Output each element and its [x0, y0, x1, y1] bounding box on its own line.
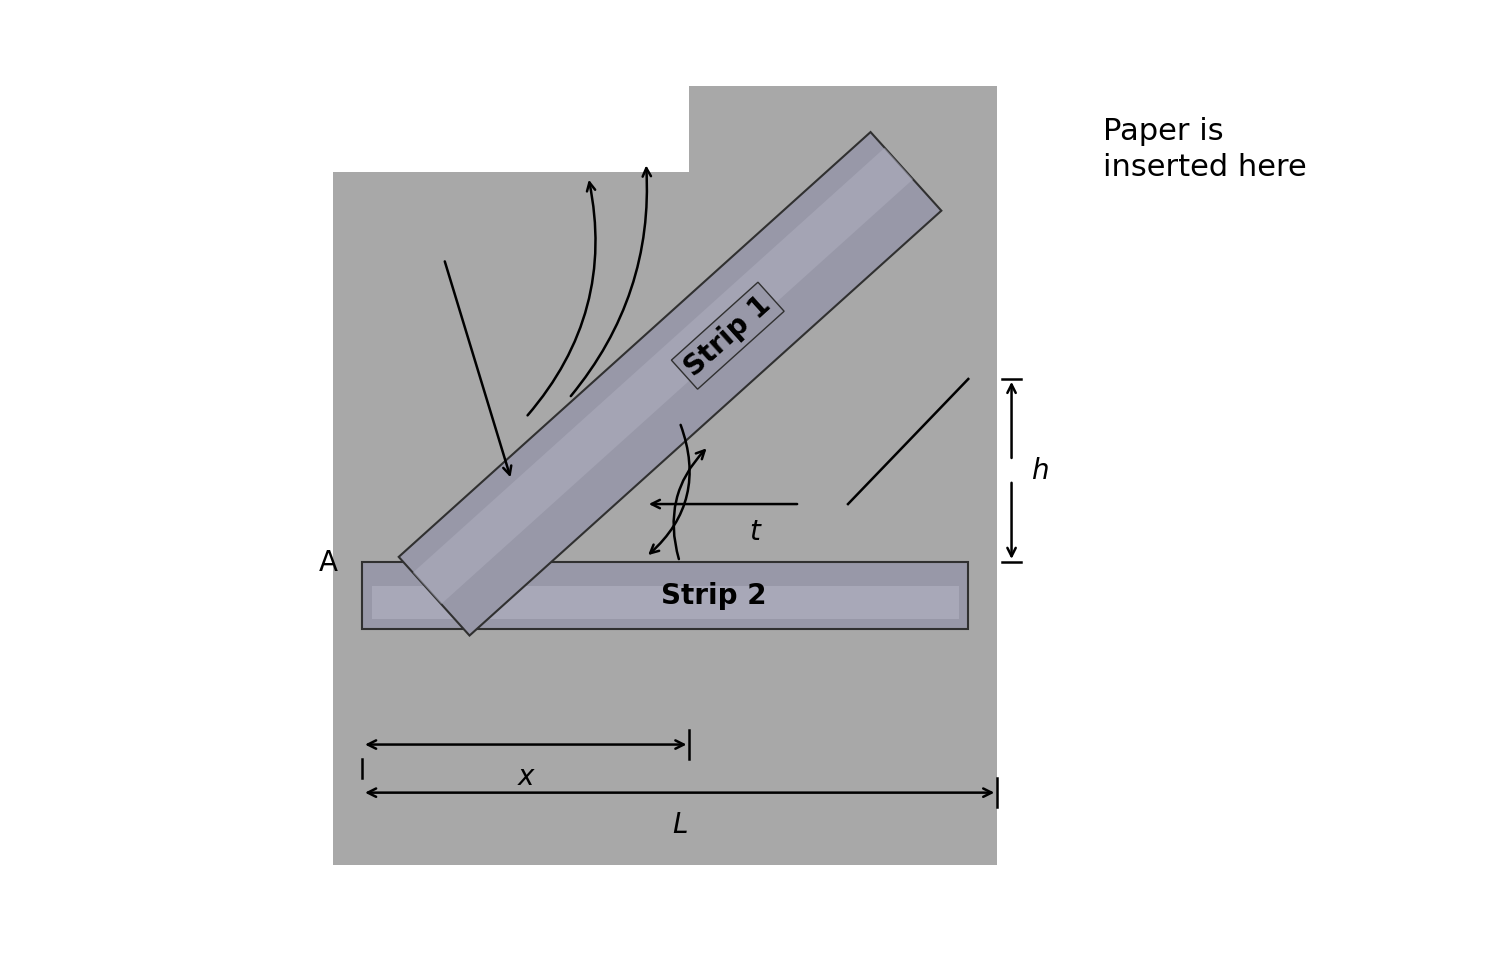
Text: x: x — [517, 762, 533, 790]
Text: Strip 1: Strip 1 — [680, 291, 777, 382]
Text: Strip 2: Strip 2 — [660, 581, 766, 610]
Text: h: h — [1031, 456, 1049, 485]
Text: A: A — [320, 548, 338, 577]
Text: Paper is
inserted here: Paper is inserted here — [1103, 116, 1307, 182]
Text: t: t — [750, 517, 760, 545]
Polygon shape — [412, 149, 913, 604]
Bar — [372, 586, 959, 620]
Bar — [362, 562, 968, 629]
Polygon shape — [399, 133, 941, 636]
Polygon shape — [333, 86, 996, 865]
Text: L: L — [672, 810, 687, 838]
